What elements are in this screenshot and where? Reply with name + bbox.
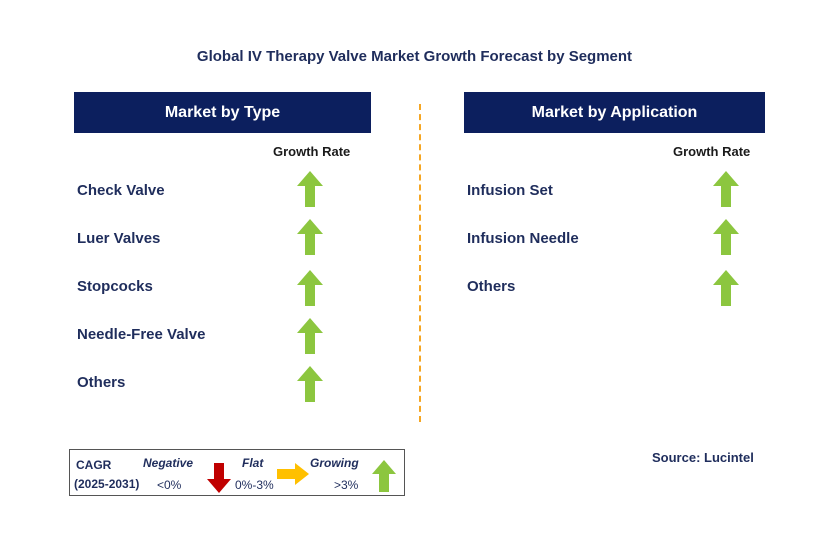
right-growth-rate-label: Growth Rate (673, 144, 751, 159)
market-by-application-header: Market by Application (464, 92, 765, 133)
legend-flat-label: Flat (242, 456, 264, 470)
type-item-stopcocks: Stopcocks (77, 278, 153, 295)
left-growth-rate-label: Growth Rate (273, 144, 351, 159)
legend-box: CAGR (2025-2031) Negative <0% Flat 0%-3%… (69, 449, 405, 496)
up-arrow-icon (372, 460, 396, 492)
up-arrow-icon (297, 318, 323, 354)
type-item-needle-free-valve: Needle-Free Valve (77, 326, 206, 343)
up-arrow-icon (713, 270, 739, 306)
up-arrow-icon (713, 171, 739, 207)
source-label: Source: Lucintel (652, 450, 754, 465)
up-arrow-icon (297, 270, 323, 306)
type-item-others: Others (77, 374, 126, 391)
up-arrow-icon (297, 219, 323, 255)
legend-cagr-label: CAGR (76, 458, 112, 472)
right-arrow-icon (277, 463, 309, 485)
application-item-infusion-set: Infusion Set (467, 182, 553, 199)
legend-flat-value: 0%-3% (235, 478, 274, 492)
panel-divider (419, 104, 421, 422)
legend-growing-label: Growing (310, 456, 359, 470)
down-arrow-icon (207, 463, 231, 493)
application-item-infusion-needle: Infusion Needle (467, 230, 579, 247)
legend-negative-value: <0% (157, 478, 182, 492)
up-arrow-icon (297, 171, 323, 207)
type-item-luer-valves: Luer Valves (77, 230, 161, 247)
chart-title: Global IV Therapy Valve Market Growth Fo… (196, 48, 633, 65)
legend-growing-value: >3% (334, 478, 359, 492)
application-item-others: Others (467, 278, 516, 295)
up-arrow-icon (297, 366, 323, 402)
type-item-check-valve: Check Valve (77, 182, 165, 199)
legend-negative-label: Negative (143, 456, 194, 470)
market-by-type-header: Market by Type (74, 92, 371, 133)
legend-period-label: (2025-2031) (74, 477, 140, 491)
up-arrow-icon (713, 219, 739, 255)
